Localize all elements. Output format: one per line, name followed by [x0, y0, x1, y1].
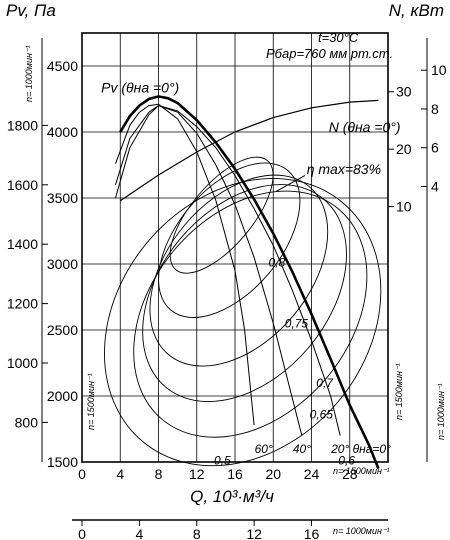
plot-frame	[81, 32, 389, 463]
vane-angle-label: θна=0°	[353, 442, 391, 456]
tick-label-x-1000: 16	[304, 526, 320, 540]
n-curve-label: N (θна =0°)	[329, 119, 401, 135]
tick-label-x-1500: 16	[227, 466, 243, 482]
condition-pressure: Pбар=760 мм рт.ст.	[266, 46, 393, 61]
tick-label-pv-1000: 1000	[7, 355, 38, 371]
efficiency-label: 0,75	[285, 316, 309, 330]
y-left-title: Pv, Па	[6, 1, 56, 20]
axes	[41, 32, 428, 526]
tick-label-x-1000: 4	[135, 526, 143, 540]
x-title: Q, 10³·м³/ч	[190, 487, 274, 506]
y-right-title: N, кВт	[389, 1, 444, 20]
tick-label-x-1500: 0	[78, 466, 86, 482]
efficiency-contour	[104, 178, 382, 467]
vane-angle-curve	[115, 103, 255, 426]
tick-label-x-1000: 0	[78, 526, 86, 540]
speed-label-1000-left: n= 1000мин⁻¹	[24, 45, 34, 102]
efficiency-label: 0,65	[310, 407, 334, 421]
tick-label-pv-1500: 4000	[47, 124, 78, 140]
tick-label-x-1500: 28	[342, 466, 358, 482]
tick-label-pv-1500: 2500	[47, 322, 78, 338]
vane-angle-label: 60°	[255, 442, 273, 456]
efficiency-contours	[104, 156, 382, 467]
vane-angle-curve	[115, 105, 303, 436]
efficiency-contour	[169, 156, 274, 274]
tick-label-x-1500: 24	[304, 466, 320, 482]
speed-label-1500-bottom: n= 1500мин⁻¹	[333, 466, 390, 476]
tick-label-n-1000: 6	[431, 140, 439, 156]
tick-label-x-1500: 4	[116, 466, 124, 482]
efficiency-contour	[158, 162, 301, 318]
speed-label-1000-right: n= 1000мин⁻¹	[436, 383, 446, 440]
efficiency-contour	[133, 190, 368, 438]
eta-max-leader	[275, 175, 306, 192]
tick-label-pv-1000: 800	[15, 414, 39, 430]
efficiency-label: 0,8	[268, 256, 285, 270]
tick-label-n-1500: 30	[396, 84, 412, 100]
tick-label-x-1500: 20	[265, 466, 281, 482]
tick-label-n-1000: 10	[431, 62, 447, 78]
tick-label-x-1000: 12	[246, 526, 262, 540]
tick-label-pv-1500: 3500	[47, 190, 78, 206]
eta-max-label: η max=83%	[307, 161, 381, 177]
speed-label-1000-bottom: n= 1000мин⁻¹	[333, 526, 390, 536]
vane-angle-label: 20°	[330, 442, 349, 456]
tick-label-pv-1500: 3000	[47, 256, 78, 272]
tick-label-pv-1000: 1600	[7, 177, 38, 193]
tick-label-pv-1500: 4500	[47, 58, 78, 74]
tick-label-n-1000: 8	[431, 101, 439, 117]
tick-label-x-1000: 8	[193, 526, 201, 540]
tick-label-pv-1500: 1500	[47, 454, 78, 470]
labels: 1500200025003000350040004500800100012001…	[6, 1, 447, 540]
speed-label-1500-left: n= 1500мин⁻¹	[86, 373, 96, 430]
tick-label-n-1500: 20	[396, 141, 412, 157]
tick-label-x-1500: 8	[155, 466, 163, 482]
tick-label-pv-1000: 1400	[7, 236, 38, 252]
vane-angle-curves	[115, 103, 341, 436]
speed-label-1500-right: n= 1500мин⁻¹	[394, 363, 404, 420]
condition-temperature: t=30°C	[318, 30, 359, 45]
tick-label-n-1500: 10	[396, 199, 412, 215]
series-pv-curve	[119, 95, 380, 470]
vane-angle-curve	[115, 105, 341, 436]
tick-label-n-1000: 4	[431, 178, 439, 194]
pv-curve-label: Pv (θна =0°)	[101, 79, 179, 95]
tick-label-pv-1000: 1800	[7, 117, 38, 133]
main-curves	[119, 95, 380, 470]
tick-label-pv-1000: 1200	[7, 296, 38, 312]
series-n-curve	[119, 99, 379, 202]
tick-label-pv-1500: 2000	[47, 388, 78, 404]
efficiency-label: 0,7	[316, 376, 334, 390]
tick-label-x-1500: 12	[189, 466, 205, 482]
efficiency-label: 0,6	[338, 454, 355, 468]
efficiency-contour	[149, 174, 329, 367]
efficiency-label: 0,5	[214, 454, 231, 468]
vane-angle-label: 40°	[293, 442, 311, 456]
